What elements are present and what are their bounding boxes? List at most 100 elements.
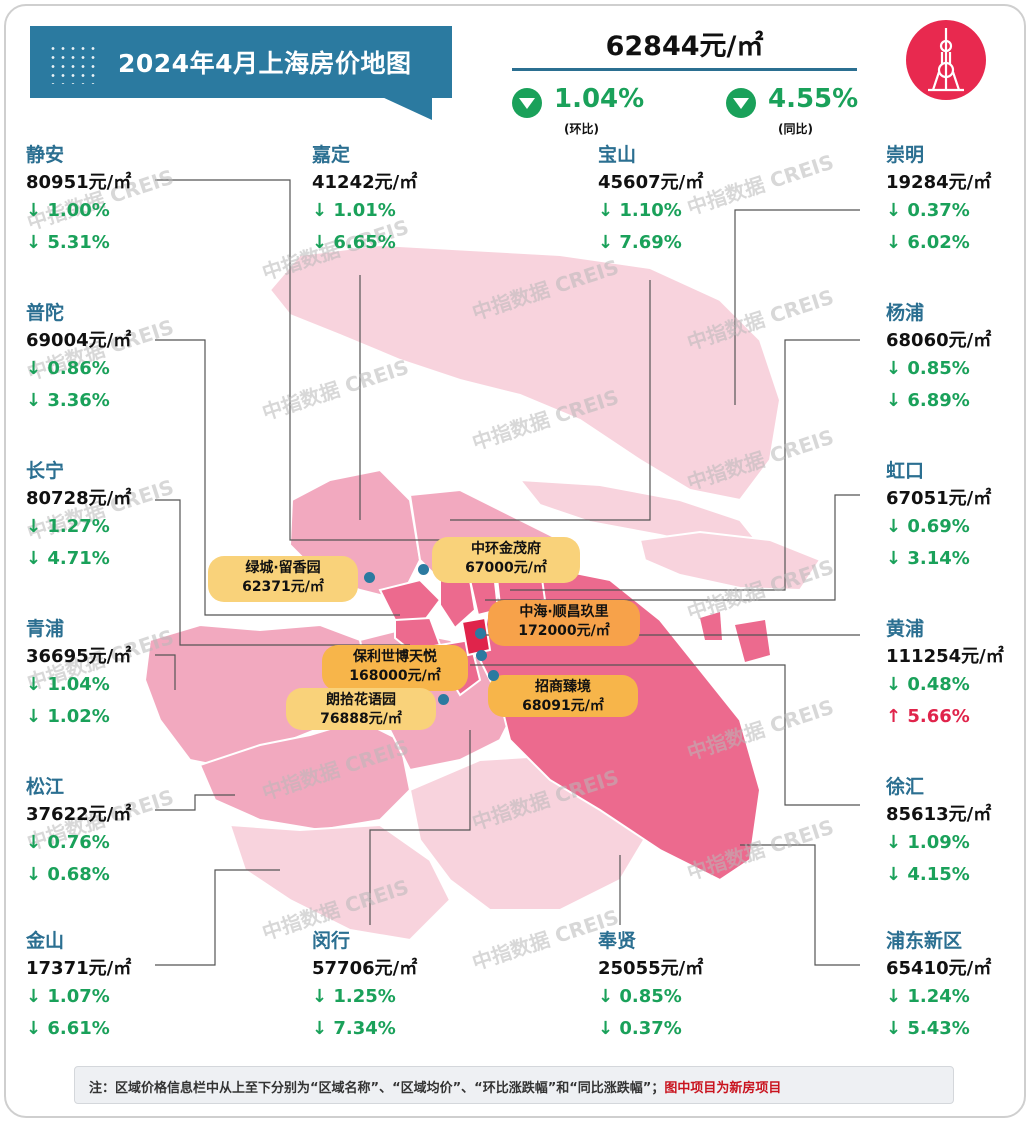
district-name: 浦东新区 (886, 930, 963, 952)
district-info-putuo: 普陀 69004元/㎡ ↓ 0.86% ↓ 3.36% (26, 298, 176, 422)
district-price: 80728元/㎡ (26, 488, 132, 509)
district-yoy-change: ↓ 0.37% (598, 1018, 682, 1039)
district-yoy-change: ↓ 3.14% (886, 548, 970, 569)
district-mom-change: ↓ 1.25% (312, 986, 396, 1007)
district-name: 青浦 (26, 618, 65, 640)
leader-xuhui (470, 664, 860, 806)
district-mom-change: ↓ 1.24% (886, 986, 970, 1007)
district-info-changning: 长宁 80728元/㎡ ↓ 1.27% ↓ 4.71% (26, 456, 176, 580)
map-region-island-2 (735, 620, 770, 662)
dot-grid-icon (48, 44, 98, 84)
leader-qingpu (155, 654, 176, 690)
oriental-pearl-tower-icon (906, 20, 986, 100)
district-info-huangpu: 黄浦 111254元/㎡ ↓ 0.48% ↑ 5.66% (886, 614, 1031, 738)
district-name: 宝山 (598, 144, 637, 166)
leader-jingan (155, 179, 450, 541)
district-mom-change: ↓ 1.09% (886, 832, 970, 853)
district-yoy-change: ↓ 7.34% (312, 1018, 396, 1039)
title-banner (30, 26, 452, 98)
district-price: 25055元/㎡ (598, 958, 704, 979)
district-mom-change: ↓ 1.00% (26, 200, 110, 221)
project-location-marker (488, 670, 499, 681)
district-yoy-change: ↑ 5.66% (886, 706, 970, 727)
district-mom-change: ↓ 1.01% (312, 200, 396, 221)
project-name: 中环金茂府 (471, 541, 541, 557)
leader-lines (155, 179, 860, 966)
project-price: 67000元/㎡ (465, 560, 547, 576)
district-mom-change: ↓ 0.37% (886, 200, 970, 221)
district-yoy-change: ↓ 5.43% (886, 1018, 970, 1039)
district-mom-change: ↓ 1.04% (26, 674, 110, 695)
project-price: 76888元/㎡ (320, 711, 402, 727)
district-name: 杨浦 (886, 302, 925, 324)
project-price: 168000元/㎡ (349, 668, 441, 684)
district-info-chongming: 崇明 19284元/㎡ ↓ 0.37% ↓ 6.02% (886, 140, 1031, 264)
district-info-qingpu: 青浦 36695元/㎡ ↓ 1.04% ↓ 1.02% (26, 614, 176, 738)
district-price: 111254元/㎡ (886, 646, 1004, 667)
project-tag: 绿城·留香园 62371元/㎡ (208, 556, 358, 602)
project-tag: 中海·顺昌玖里 172000元/㎡ (488, 600, 640, 646)
map-region-island-1 (700, 612, 722, 640)
district-yoy-change: ↓ 6.02% (886, 232, 970, 253)
leader-minhang (369, 730, 471, 925)
district-name: 金山 (26, 930, 65, 952)
district-price: 45607元/㎡ (598, 172, 704, 193)
district-price: 85613元/㎡ (886, 804, 992, 825)
leader-hongkou (485, 494, 860, 601)
header-divider (512, 68, 857, 71)
footnote-text: 注：区域价格信息栏中从上至下分别为“区域名称”、“区域均价”、“环比涨跌幅”和“… (89, 1081, 665, 1096)
district-yoy-change: ↓ 4.15% (886, 864, 970, 885)
district-info-minhang: 闵行 57706元/㎡ ↓ 1.25% ↓ 7.34% (312, 926, 462, 1050)
district-mom-change: ↓ 1.07% (26, 986, 110, 1007)
district-mom-change: ↓ 0.86% (26, 358, 110, 379)
leader-jinshan (155, 869, 280, 966)
down-triangle-icon (726, 88, 756, 118)
page-title: 2024年4月上海房价地图 (118, 49, 412, 78)
map-region-chongming (268, 243, 782, 502)
project-location-marker (475, 628, 486, 639)
title-banner-notch (362, 96, 432, 120)
project-name: 保利世博天悦 (353, 649, 437, 665)
yoy-change: 4.55% (同比) (726, 84, 876, 144)
project-tag: 保利世博天悦 168000元/㎡ (322, 645, 468, 691)
district-name: 静安 (26, 144, 65, 166)
watermark: 中指数据 CREIS (259, 355, 412, 425)
yoy-change-label: (同比) (778, 122, 813, 136)
footnote: 注：区域价格信息栏中从上至下分别为“区域名称”、“区域均价”、“环比涨跌幅”和“… (74, 1066, 954, 1104)
project-price: 62371元/㎡ (242, 579, 324, 595)
district-price: 36695元/㎡ (26, 646, 132, 667)
yoy-change-value: 4.55% (768, 84, 859, 114)
project-tag: 招商臻境 68091元/㎡ (488, 675, 638, 717)
district-info-pudong: 浦东新区 65410元/㎡ ↓ 1.24% ↓ 5.43% (886, 926, 1031, 1050)
district-name: 闵行 (312, 930, 351, 952)
down-triangle-icon (512, 88, 542, 118)
district-info-fengxian: 奉贤 25055元/㎡ ↓ 0.85% ↓ 0.37% (598, 926, 748, 1050)
district-info-baoshan: 宝山 45607元/㎡ ↓ 1.10% ↓ 7.69% (598, 140, 748, 264)
district-yoy-change: ↓ 4.71% (26, 548, 110, 569)
footnote-highlight: 图中项目为新房项目 (664, 1081, 782, 1096)
district-yoy-change: ↓ 6.61% (26, 1018, 110, 1039)
district-mom-change: ↓ 0.76% (26, 832, 110, 853)
district-name: 崇明 (886, 144, 925, 166)
leader-pudong (740, 844, 860, 966)
district-mom-change: ↓ 0.85% (598, 986, 682, 1007)
district-info-songjiang: 松江 37622元/㎡ ↓ 0.76% ↓ 0.68% (26, 772, 176, 896)
leader-baoshan (450, 280, 651, 521)
project-tag: 朗拾花语园 76888元/㎡ (286, 688, 436, 730)
district-price: 80951元/㎡ (26, 172, 132, 193)
district-mom-change: ↓ 0.85% (886, 358, 970, 379)
mom-change: 1.04% (环比) (512, 84, 662, 144)
leader-putuo (155, 339, 400, 616)
district-info-jingan: 静安 80951元/㎡ ↓ 1.00% ↓ 5.31% (26, 140, 176, 264)
district-yoy-change: ↓ 3.36% (26, 390, 110, 411)
district-name: 长宁 (26, 460, 65, 482)
district-name: 松江 (26, 776, 65, 798)
district-yoy-change: ↓ 0.68% (26, 864, 110, 885)
district-name: 奉贤 (598, 930, 637, 952)
district-yoy-change: ↓ 7.69% (598, 232, 682, 253)
map-region-jinshan (228, 823, 452, 942)
project-name: 绿城·留香园 (245, 560, 321, 576)
project-price: 68091元/㎡ (522, 698, 604, 714)
project-price: 172000元/㎡ (518, 623, 610, 639)
district-info-yangpu: 杨浦 68060元/㎡ ↓ 0.85% ↓ 6.89% (886, 298, 1031, 422)
